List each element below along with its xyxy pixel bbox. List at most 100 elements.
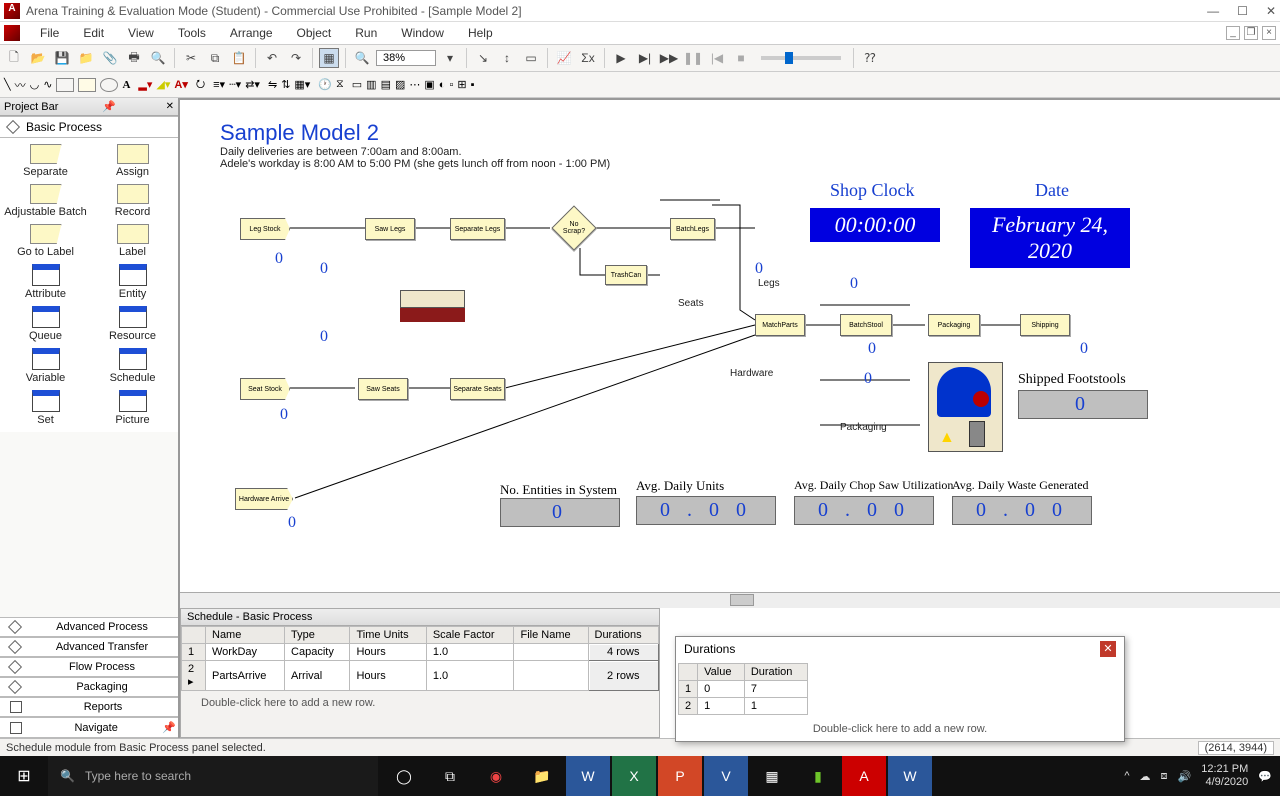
panel-basic-process[interactable]: Basic Process	[0, 116, 178, 138]
split-icon[interactable]: ↕	[497, 48, 517, 68]
block-packaging[interactable]: Packaging	[928, 314, 980, 336]
zoom-icon[interactable]: 🔍	[352, 48, 372, 68]
thumbtack-icon[interactable]: 📌	[102, 100, 116, 113]
menu-edit[interactable]: Edit	[79, 24, 108, 42]
chrome-icon[interactable]: ◉	[474, 756, 518, 796]
word2-icon[interactable]: W	[888, 756, 932, 796]
schedule-row[interactable]: 2 ▸PartsArriveArrivalHours1.02 rows	[182, 661, 659, 691]
menu-view[interactable]: View	[124, 24, 158, 42]
tray-chevron-icon[interactable]: ^	[1124, 770, 1129, 782]
mdi-minimize-button[interactable]: _	[1226, 26, 1240, 40]
chart-icon[interactable]: 📈	[554, 48, 574, 68]
mdi-restore-button[interactable]: ❐	[1244, 26, 1258, 40]
menu-tools[interactable]: Tools	[174, 24, 210, 42]
speed-slider[interactable]	[761, 56, 841, 60]
visio-icon[interactable]: V	[704, 756, 748, 796]
clock-anim-icon[interactable]: 🕐	[318, 78, 332, 91]
paste-icon[interactable]: 📋	[229, 48, 249, 68]
excel-icon[interactable]: X	[612, 756, 656, 796]
module-adjustable-batch[interactable]: Adjustable Batch	[4, 184, 87, 218]
block-leg-stock[interactable]: Leg Stock	[240, 218, 290, 240]
pattern-icon[interactable]: ▦▾	[294, 78, 310, 91]
date-anim-icon[interactable]: ⧖	[336, 78, 344, 91]
step-icon[interactable]: ▶|	[635, 48, 655, 68]
new-icon[interactable]: 🗋	[4, 48, 24, 68]
module-resource[interactable]: Resource	[91, 306, 174, 342]
menu-object[interactable]: Object	[293, 24, 336, 42]
var-anim-icon[interactable]: ▭	[352, 78, 362, 91]
module-go-to-label[interactable]: Go to Label	[4, 224, 87, 258]
hist-anim-icon[interactable]: ▤	[381, 78, 391, 91]
layers-icon[interactable]: ▦	[319, 48, 339, 68]
module-variable[interactable]: Variable	[4, 348, 87, 384]
preview-icon[interactable]: 🔍	[148, 48, 168, 68]
level-anim-icon[interactable]: ▥	[366, 78, 376, 91]
duration-row[interactable]: 107	[679, 681, 808, 698]
block-saw-legs[interactable]: Saw Legs	[365, 218, 415, 240]
connect-icon[interactable]: ↘	[473, 48, 493, 68]
module-separate[interactable]: Separate	[4, 144, 87, 178]
zoom-dropdown-icon[interactable]: ▾	[440, 48, 460, 68]
template-icon[interactable]: 📁	[76, 48, 96, 68]
chart-icon[interactable]: ▮	[796, 756, 840, 796]
menu-window[interactable]: Window	[397, 24, 448, 42]
rotate-icon[interactable]: ⭮	[196, 75, 205, 94]
polyline-icon[interactable]: 〰	[15, 77, 26, 93]
polygon-icon[interactable]	[78, 78, 96, 92]
bezier-icon[interactable]: ∿	[43, 78, 52, 91]
textcolor-icon[interactable]: A▾	[174, 78, 187, 91]
fliph-icon[interactable]: ⇋	[268, 78, 277, 91]
arrow-icon[interactable]: ⇄▾	[245, 78, 260, 91]
panel-advanced-process[interactable]: Advanced Process	[0, 617, 178, 637]
queue-anim-icon[interactable]: ⋯	[409, 78, 420, 91]
play-icon[interactable]: ▶	[611, 48, 631, 68]
project-bar-title[interactable]: Project Bar 📌 ✕	[0, 98, 178, 116]
linestyle-icon[interactable]: ┄▾	[229, 78, 241, 91]
module-attribute[interactable]: Attribute	[4, 264, 87, 300]
panel-packaging[interactable]: Packaging	[0, 677, 178, 697]
block-match[interactable]: MatchParts	[755, 314, 805, 336]
undo-icon[interactable]: ↶	[262, 48, 282, 68]
lineweight-icon[interactable]: ≡▾	[213, 78, 225, 91]
linecolor-icon[interactable]: ▂▾	[138, 78, 152, 91]
panel-navigate[interactable]: Navigate📌	[0, 717, 178, 738]
maximize-button[interactable]: ☐	[1237, 4, 1248, 18]
module-picture[interactable]: Picture	[91, 390, 174, 426]
word-icon[interactable]: W	[566, 756, 610, 796]
save-icon[interactable]: 💾	[52, 48, 72, 68]
rewind-icon[interactable]: |◀	[707, 48, 727, 68]
flipv-icon[interactable]: ⇅	[281, 78, 290, 91]
navigate-pin-icon[interactable]: 📌	[162, 721, 176, 734]
panel-reports[interactable]: Reports	[0, 697, 178, 717]
plot-anim-icon[interactable]: ▨	[395, 78, 405, 91]
ellipse-icon[interactable]	[100, 78, 118, 92]
menu-file[interactable]: File	[36, 24, 63, 42]
schedule-row[interactable]: 1WorkDayCapacityHours1.04 rows	[182, 644, 659, 661]
arena-taskbar-icon[interactable]: A	[842, 756, 886, 796]
durations-table[interactable]: ValueDuration 107211	[678, 663, 808, 715]
block-batchstool[interactable]: BatchStool	[840, 314, 892, 336]
canvas-scrollbar[interactable]	[180, 592, 1280, 608]
line-icon[interactable]: ╲	[4, 78, 11, 91]
pause-icon[interactable]: ❚❚	[683, 48, 703, 68]
text-icon[interactable]: A	[122, 79, 130, 91]
block-batch-legs[interactable]: BatchLegs	[670, 218, 715, 240]
module-set[interactable]: Set	[4, 390, 87, 426]
panel-flow-process[interactable]: Flow Process	[0, 657, 178, 677]
res-anim-icon[interactable]: ▣	[424, 78, 434, 91]
block-sep-legs[interactable]: Separate Legs	[450, 218, 505, 240]
taskview-icon[interactable]: ⧉	[428, 756, 472, 796]
model-canvas[interactable]: Sample Model 2 Daily deliveries are betw…	[180, 98, 1280, 592]
taskbar-search[interactable]: 🔍 Type here to search	[48, 756, 378, 796]
module-assign[interactable]: Assign	[91, 144, 174, 178]
seize-anim-icon[interactable]: ▪	[471, 79, 475, 91]
duration-row[interactable]: 211	[679, 698, 808, 715]
print-icon[interactable]: 🖶	[124, 48, 144, 68]
module-schedule[interactable]: Schedule	[91, 348, 174, 384]
stop-icon[interactable]: ■	[731, 48, 751, 68]
fillcolor-icon[interactable]: ◢▾	[156, 78, 170, 91]
block-hw-arrive[interactable]: Hardware Arrive	[235, 488, 293, 510]
tray-dropbox-icon[interactable]: ⧈	[1161, 770, 1168, 783]
start-button[interactable]: ⊞	[0, 756, 48, 796]
module-queue[interactable]: Queue	[4, 306, 87, 342]
